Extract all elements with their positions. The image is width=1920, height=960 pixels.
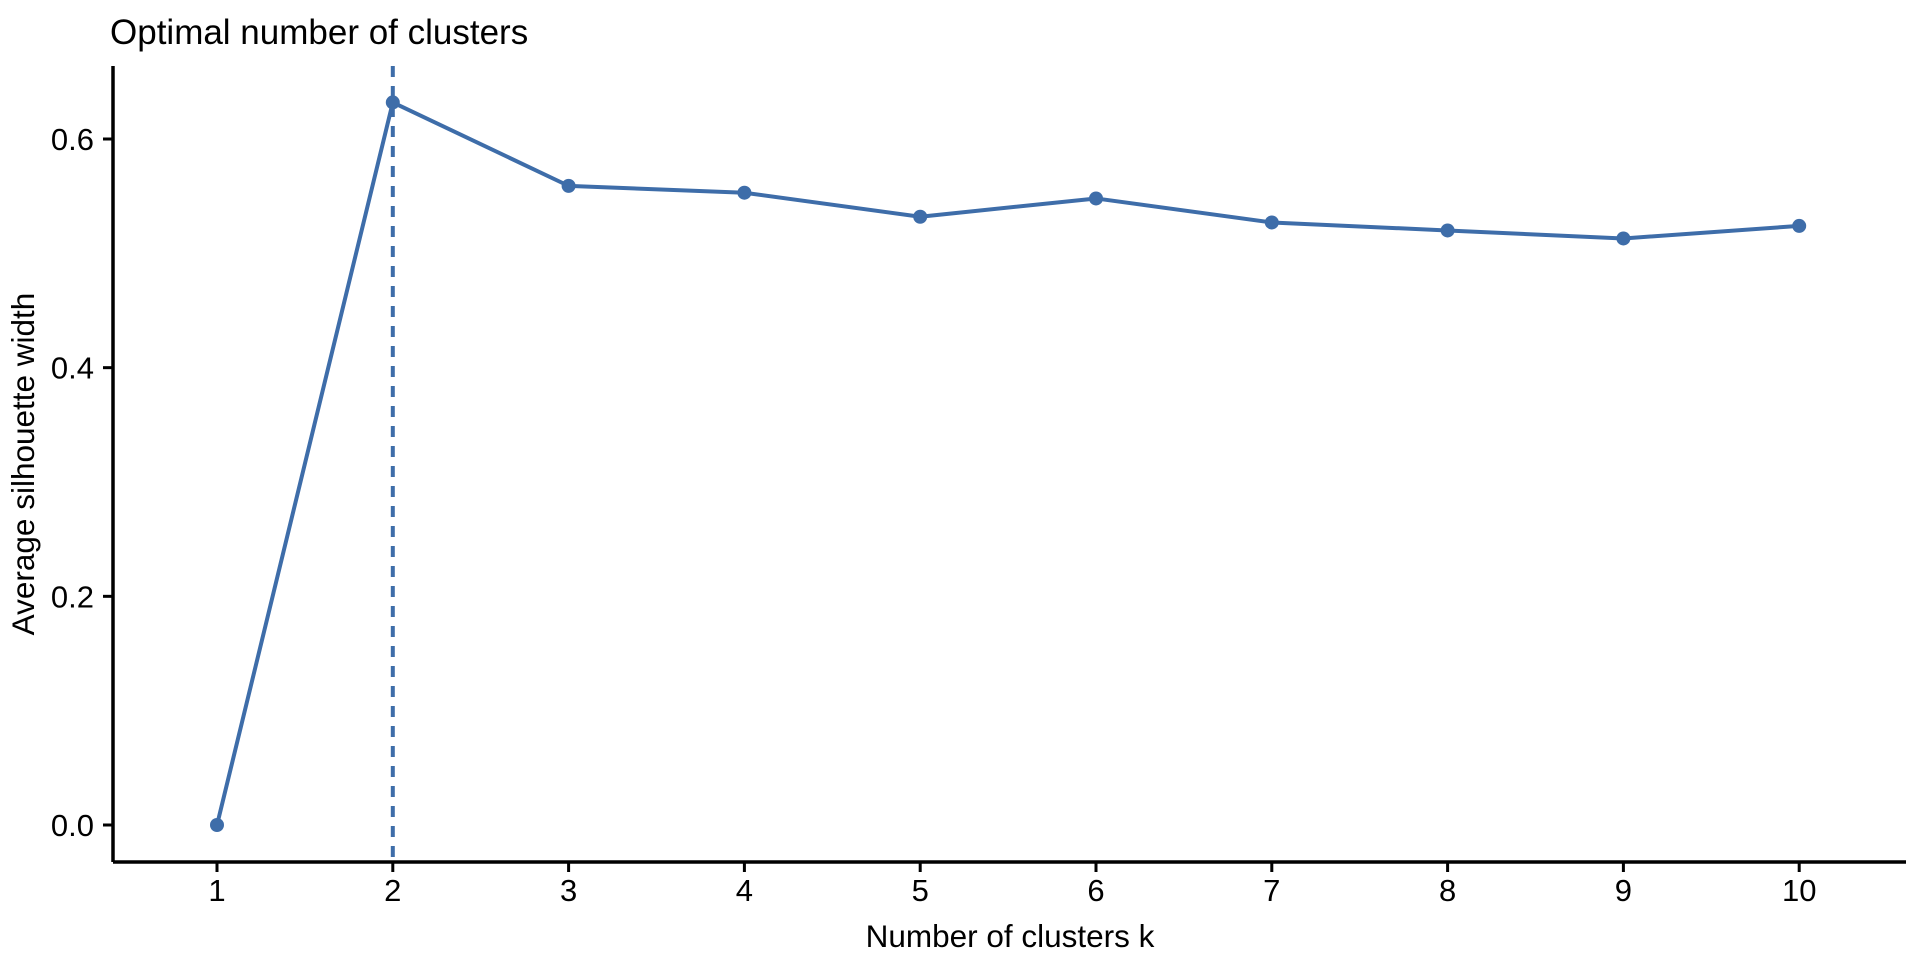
x-tick-label: 8 — [1439, 873, 1456, 908]
data-point — [1616, 231, 1631, 246]
x-tick-label: 5 — [912, 873, 929, 908]
silhouette-line — [215, 100, 1802, 827]
x-tick-label: 6 — [1087, 873, 1104, 908]
data-point — [1792, 218, 1807, 233]
x-tick-label: 2 — [384, 873, 401, 908]
data-point — [1089, 191, 1103, 206]
data-point — [210, 818, 224, 832]
plot-area: 0.0 0.2 0.4 0.6 1 2 3 4 5 6 7 8 9 10 — [51, 66, 1906, 908]
y-tick-label: 0.0 — [51, 808, 94, 843]
y-axis-title: Average silhouette width — [5, 293, 41, 636]
x-tick-label: 10 — [1782, 873, 1816, 908]
data-point — [913, 209, 928, 224]
data-point — [737, 185, 752, 200]
y-tick-label: 0.6 — [51, 122, 94, 157]
x-tick-label: 3 — [560, 873, 577, 908]
chart-title: Optimal number of clusters — [110, 13, 528, 52]
y-tick-label: 0.2 — [51, 579, 94, 614]
y-tick-label: 0.4 — [51, 351, 94, 386]
x-tick-label: 4 — [736, 873, 753, 908]
data-point — [385, 95, 400, 110]
data-point — [561, 178, 576, 193]
x-tick-label: 7 — [1263, 873, 1280, 908]
data-point — [1264, 215, 1279, 230]
x-axis-title: Number of clusters k — [866, 918, 1155, 954]
data-point — [1440, 223, 1455, 238]
x-tick-label: 1 — [208, 873, 225, 908]
x-tick-label: 9 — [1615, 873, 1632, 908]
